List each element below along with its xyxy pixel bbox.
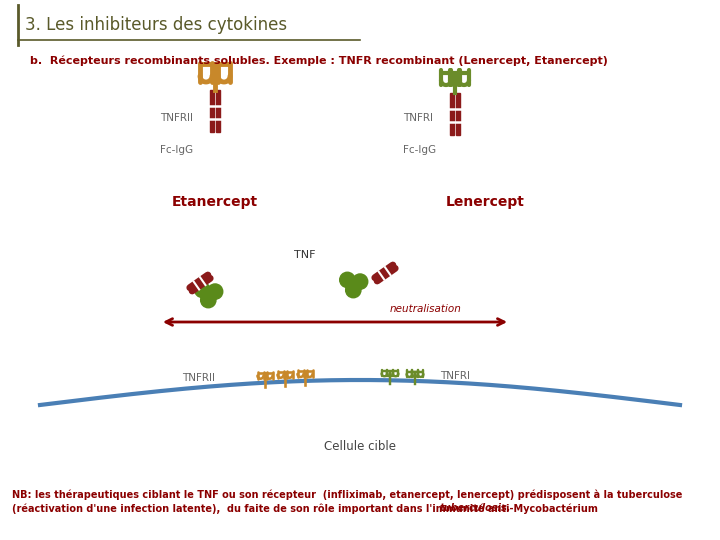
Text: TNF: TNF: [294, 250, 316, 260]
Text: b.  Récepteurs recombinants solubles. Exemple : TNFR recombinant (Lenercept, Eta: b. Récepteurs recombinants solubles. Exe…: [30, 55, 608, 65]
FancyBboxPatch shape: [450, 93, 454, 135]
Text: neutralisation: neutralisation: [390, 304, 462, 314]
Text: (réactivation d'une infection latente),  du faite de son rôle important dans l'i: (réactivation d'une infection latente), …: [12, 503, 601, 514]
Circle shape: [201, 293, 216, 308]
FancyBboxPatch shape: [216, 90, 220, 132]
Text: Lenercept: Lenercept: [446, 195, 524, 209]
Text: Fc-IgG: Fc-IgG: [403, 145, 436, 155]
Circle shape: [353, 274, 368, 289]
Text: TNFRII: TNFRII: [160, 113, 193, 123]
Text: tuberculosis.: tuberculosis.: [440, 503, 511, 513]
FancyBboxPatch shape: [210, 90, 214, 132]
Circle shape: [194, 282, 210, 298]
Text: Cellule cible: Cellule cible: [324, 440, 396, 453]
Text: Etanercept: Etanercept: [172, 195, 258, 209]
Text: TNFRII: TNFRII: [182, 373, 215, 383]
Text: TNFRI: TNFRI: [403, 113, 433, 123]
Circle shape: [346, 282, 361, 298]
Text: TNFRI: TNFRI: [440, 372, 470, 381]
Text: Fc-IgG: Fc-IgG: [160, 145, 193, 155]
Circle shape: [340, 272, 355, 287]
Circle shape: [207, 284, 222, 299]
Text: 3. Les inhibiteurs des cytokines: 3. Les inhibiteurs des cytokines: [25, 16, 287, 34]
Text: NB: les thérapeutiques ciblant le TNF ou son récepteur  (infliximab, etanercept,: NB: les thérapeutiques ciblant le TNF ou…: [12, 490, 683, 501]
FancyBboxPatch shape: [456, 93, 460, 135]
